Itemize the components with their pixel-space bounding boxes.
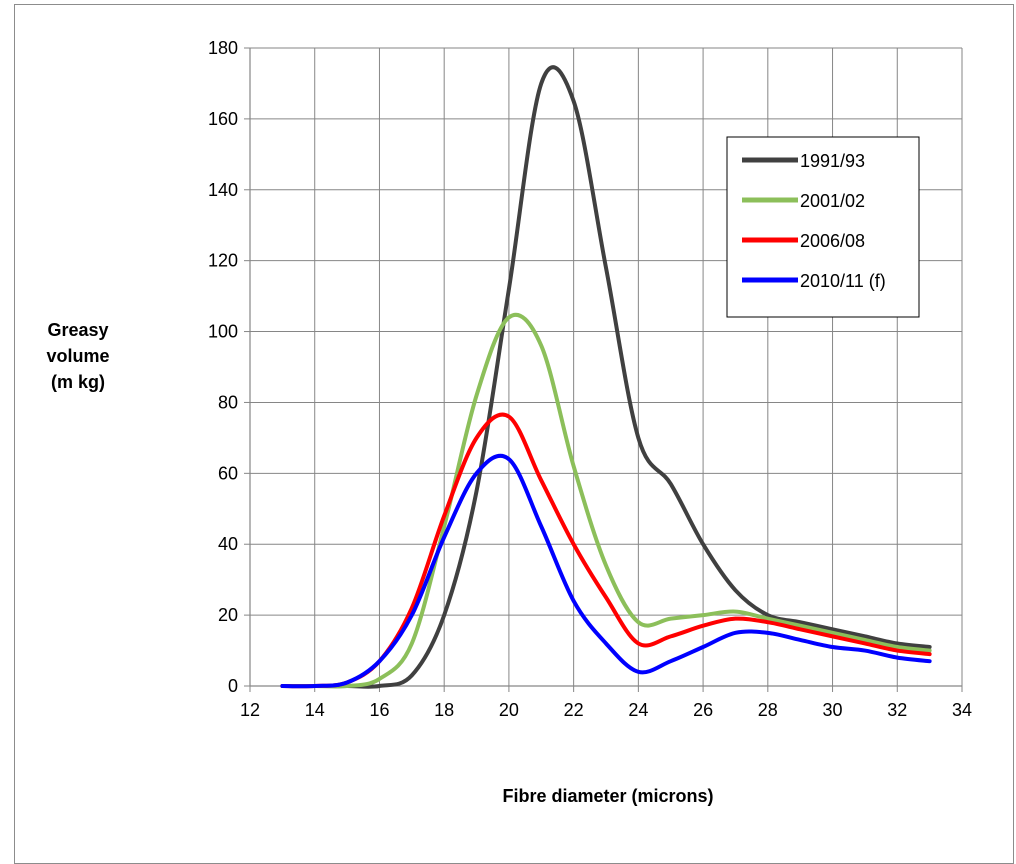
series-line-4 bbox=[280, 453, 932, 689]
line-chart: 0 20 40 60 80 100 120 140 160 180 12 14 16 18 20 22 24 26… bbox=[46, 38, 972, 806]
y-tick-label: 140 bbox=[208, 180, 238, 200]
x-tick-label: 12 bbox=[240, 700, 260, 720]
x-axis-title: Fibre diameter (microns) bbox=[502, 786, 713, 806]
x-tick-label: 14 bbox=[305, 700, 325, 720]
y-tick-label: 0 bbox=[228, 676, 238, 696]
x-tick-label: 30 bbox=[823, 700, 843, 720]
x-tick-label: 22 bbox=[564, 700, 584, 720]
legend-label-2: 2001/02 bbox=[800, 191, 865, 211]
y-tick-label: 180 bbox=[208, 38, 238, 58]
legend-label-4: 2010/11 (f) bbox=[800, 271, 886, 291]
x-tick-label: 16 bbox=[369, 700, 389, 720]
y-tick-label: 160 bbox=[208, 109, 238, 129]
legend: 1991/93 2001/02 2006/08 2010/11 (f) bbox=[726, 136, 920, 318]
y-axis-title-line-1: Greasy bbox=[47, 320, 108, 340]
y-tick-label: 20 bbox=[218, 605, 238, 625]
legend-label-3: 2006/08 bbox=[800, 231, 865, 251]
x-tick-label: 26 bbox=[693, 700, 713, 720]
legend-label-1: 1991/93 bbox=[800, 151, 865, 171]
series-line-2 bbox=[280, 312, 932, 689]
y-axis-title-line-3: (m kg) bbox=[51, 372, 105, 392]
x-tick-label: 32 bbox=[887, 700, 907, 720]
x-tick-label: 20 bbox=[499, 700, 519, 720]
x-tick-label: 34 bbox=[952, 700, 972, 720]
y-axis-title: Greasy volume (m kg) bbox=[46, 320, 109, 392]
y-tick-label: 100 bbox=[208, 322, 238, 342]
legend-box bbox=[726, 136, 920, 318]
y-tick-label: 120 bbox=[208, 251, 238, 271]
y-tick-label: 60 bbox=[218, 463, 238, 483]
series-lines bbox=[280, 65, 932, 689]
tick-labels: 0 20 40 60 80 100 120 140 160 180 12 14 16 18 20 22 24 26… bbox=[208, 38, 972, 720]
series-line-1 bbox=[280, 65, 932, 689]
x-tick-label: 18 bbox=[434, 700, 454, 720]
y-axis-title-line-2: volume bbox=[46, 346, 109, 366]
y-tick-label: 80 bbox=[218, 392, 238, 412]
y-tick-label: 40 bbox=[218, 534, 238, 554]
x-tick-label: 24 bbox=[628, 700, 648, 720]
x-tick-label: 28 bbox=[758, 700, 778, 720]
